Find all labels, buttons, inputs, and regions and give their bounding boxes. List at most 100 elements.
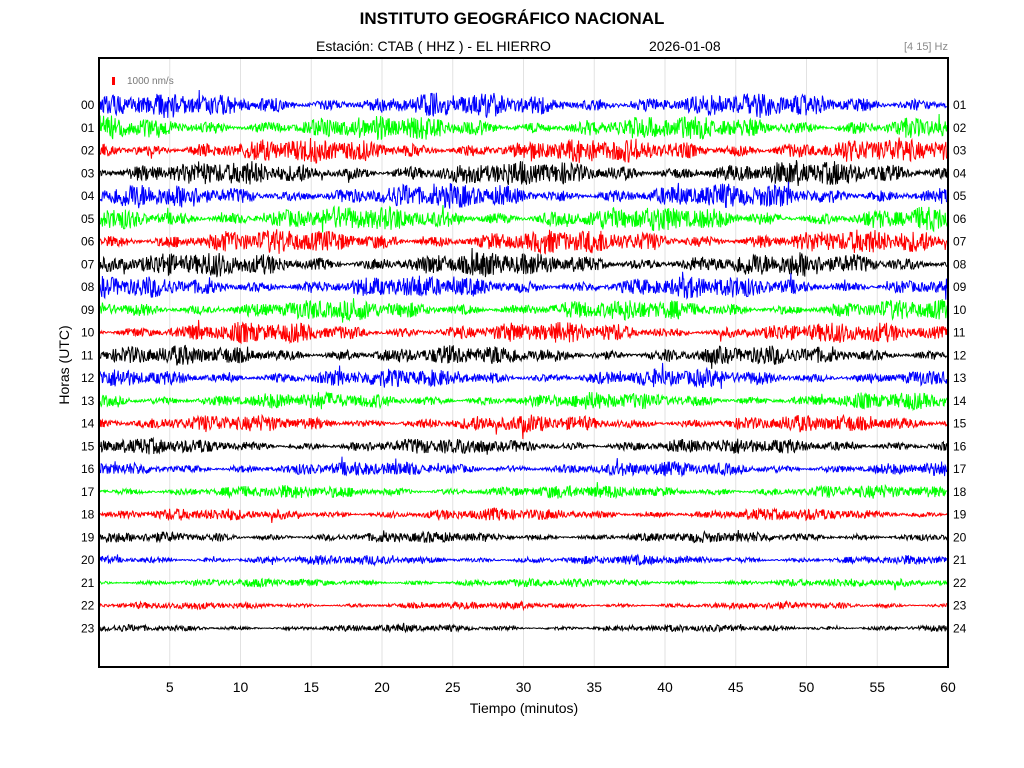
hour-label-left: 15 bbox=[81, 439, 95, 453]
trace-hour-10 bbox=[99, 319, 948, 345]
hour-label-left: 05 bbox=[81, 212, 95, 226]
trace-hour-14 bbox=[99, 413, 948, 440]
hour-label-right: 19 bbox=[953, 508, 967, 522]
hour-label-right: 15 bbox=[953, 417, 967, 431]
hour-label-right: 12 bbox=[953, 348, 967, 362]
trace-hour-15 bbox=[99, 436, 948, 455]
trace-hour-06 bbox=[99, 229, 948, 255]
x-tick-label: 25 bbox=[445, 679, 461, 695]
x-tick-label: 20 bbox=[374, 679, 390, 695]
hour-label-right: 17 bbox=[953, 462, 967, 476]
trace-hour-12 bbox=[99, 362, 948, 389]
hour-label-left: 14 bbox=[81, 417, 95, 431]
hour-label-right: 22 bbox=[953, 576, 967, 590]
hour-label-left: 04 bbox=[81, 189, 95, 203]
scale-bar-label: 1000 nm/s bbox=[127, 76, 174, 87]
hour-label-left: 19 bbox=[81, 530, 95, 544]
hour-label-right: 11 bbox=[953, 326, 966, 340]
trace-hour-05 bbox=[99, 205, 948, 233]
hour-label-left: 00 bbox=[81, 98, 95, 112]
trace-hour-20 bbox=[99, 553, 948, 567]
x-tick-labels: 5 10 15 20 25 30 35 40 45 50 55 60 bbox=[166, 679, 956, 695]
trace-hour-23 bbox=[99, 622, 948, 634]
hour-label-right: 13 bbox=[953, 371, 967, 385]
hour-label-left: 01 bbox=[81, 121, 95, 135]
x-tick-label: 50 bbox=[799, 679, 815, 695]
hour-label-left: 13 bbox=[81, 394, 95, 408]
hour-label-left: 21 bbox=[81, 576, 95, 590]
hour-label-right: 02 bbox=[953, 121, 967, 135]
hour-label-left: 06 bbox=[81, 235, 95, 249]
hour-label-left: 23 bbox=[81, 621, 95, 635]
hour-label-right: 03 bbox=[953, 144, 967, 158]
hour-label-left: 03 bbox=[81, 166, 95, 180]
hour-label-right: 18 bbox=[953, 485, 967, 499]
x-tick-label: 40 bbox=[657, 679, 673, 695]
grid-lines bbox=[169, 58, 878, 667]
hour-label-right: 07 bbox=[953, 235, 967, 249]
hour-label-left: 18 bbox=[81, 508, 95, 522]
trace-hour-02 bbox=[99, 137, 948, 164]
hour-label-right: 14 bbox=[953, 394, 967, 408]
hour-label-right: 16 bbox=[953, 439, 967, 453]
left-hour-labels: 00 01 02 03 04 05 06 07 08 09 10 11 12 13 14 15 16 17 18 19… bbox=[81, 98, 95, 635]
trace-hour-16 bbox=[99, 456, 948, 478]
hour-label-left: 02 bbox=[81, 144, 95, 158]
y-axis-label: Horas (UTC) bbox=[56, 325, 72, 405]
hour-label-left: 09 bbox=[81, 303, 95, 317]
station-label: Estación: CTAB ( HHZ ) - EL HIERRO bbox=[316, 38, 551, 54]
x-axis-label: Tiempo (minutos) bbox=[469, 700, 579, 716]
trace-hour-03 bbox=[99, 159, 948, 187]
hour-label-right: 21 bbox=[953, 553, 967, 567]
trace-hour-21 bbox=[99, 577, 948, 591]
hour-label-left: 10 bbox=[81, 326, 95, 340]
hour-label-right: 09 bbox=[953, 280, 967, 294]
hour-label-left: 12 bbox=[81, 371, 95, 385]
hour-label-right: 10 bbox=[953, 303, 967, 317]
plot-frame bbox=[98, 57, 949, 668]
hour-label-right: 08 bbox=[953, 257, 967, 271]
trace-hour-22 bbox=[99, 599, 948, 612]
hour-label-left: 11 bbox=[81, 348, 94, 362]
hour-label-right: 23 bbox=[953, 599, 967, 613]
hour-label-left: 20 bbox=[81, 553, 95, 567]
x-tick-label: 10 bbox=[233, 679, 249, 695]
x-tick-label: 5 bbox=[166, 679, 174, 695]
trace-hour-09 bbox=[99, 298, 948, 323]
hour-label-right: 24 bbox=[953, 621, 967, 635]
filter-band-label: [4 15] Hz bbox=[903, 41, 948, 53]
hour-label-left: 22 bbox=[81, 599, 95, 613]
scale-bar: 1000 nm/s bbox=[112, 76, 174, 87]
trace-hour-18 bbox=[100, 507, 948, 524]
x-tick-label: 15 bbox=[303, 679, 319, 695]
x-tick-label: 35 bbox=[586, 679, 602, 695]
trace-hour-13 bbox=[99, 391, 948, 412]
date-label: 2026-01-08 bbox=[649, 38, 721, 54]
trace-hour-17 bbox=[99, 482, 948, 500]
seismic-traces bbox=[99, 89, 948, 634]
hour-label-left: 07 bbox=[81, 257, 95, 271]
trace-hour-04 bbox=[99, 181, 948, 209]
x-tick-label: 45 bbox=[728, 679, 744, 695]
hour-label-right: 01 bbox=[953, 98, 967, 112]
hour-label-right: 05 bbox=[953, 189, 967, 203]
trace-hour-19 bbox=[99, 529, 948, 544]
hour-label-left: 08 bbox=[81, 280, 95, 294]
trace-hour-07 bbox=[99, 247, 948, 278]
x-tick-label: 55 bbox=[869, 679, 885, 695]
x-tick-label: 30 bbox=[516, 679, 532, 695]
trace-hour-00 bbox=[99, 89, 948, 119]
trace-hour-11 bbox=[99, 344, 948, 369]
hour-label-left: 17 bbox=[81, 485, 95, 499]
trace-hour-08 bbox=[99, 271, 948, 300]
hour-label-right: 06 bbox=[953, 212, 967, 226]
scale-bar-mark bbox=[112, 77, 115, 85]
hour-label-left: 16 bbox=[81, 462, 95, 476]
trace-hour-01 bbox=[99, 113, 948, 140]
hour-label-right: 20 bbox=[953, 530, 967, 544]
x-tick-label: 60 bbox=[940, 679, 956, 695]
chart-title: INSTITUTO GEOGRÁFICO NACIONAL bbox=[359, 9, 665, 28]
hour-label-right: 04 bbox=[953, 166, 967, 180]
right-hour-labels: 01 02 03 04 05 06 07 08 09 10 11 12 13 14 15 16 17 18 19 20… bbox=[953, 98, 967, 635]
